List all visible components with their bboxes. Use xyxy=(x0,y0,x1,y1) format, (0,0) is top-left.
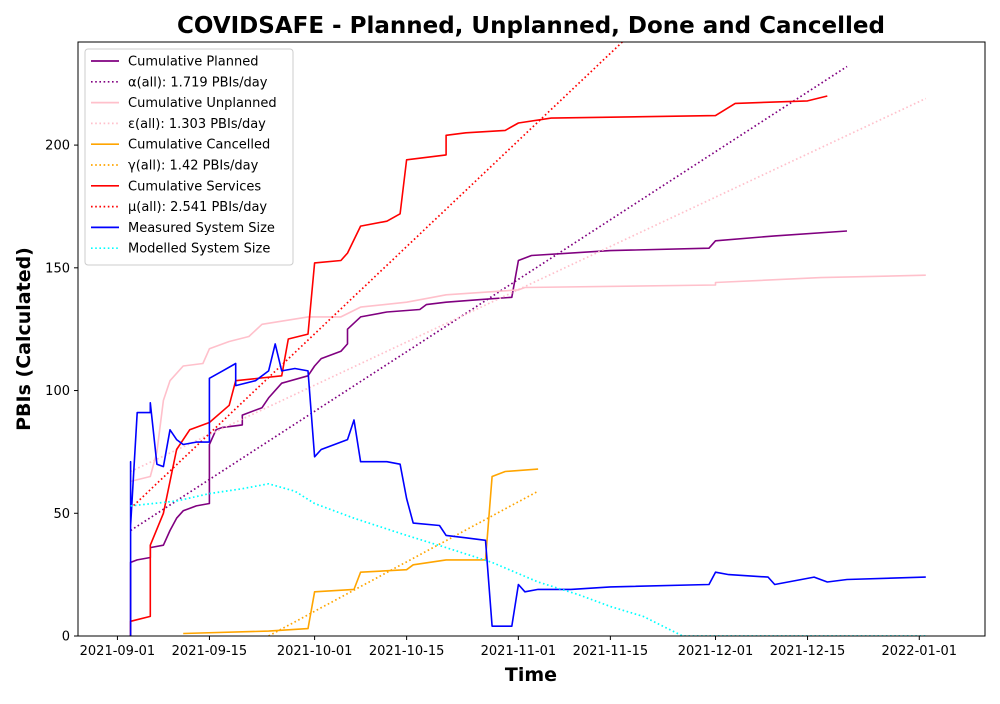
x-axis-label: Time xyxy=(505,664,557,686)
legend-box xyxy=(84,48,294,266)
y-tick-label: 150 xyxy=(45,261,70,276)
x-tick-label: 2021-12-15 xyxy=(770,644,846,659)
y-tick-label: 100 xyxy=(45,384,70,399)
x-tick-label: 2021-09-15 xyxy=(172,644,248,659)
legend-label: γ(all): 1.42 PBIs/day xyxy=(128,159,259,174)
series-line-1 xyxy=(130,65,848,532)
y-axis-label: PBIs (Calculated) xyxy=(13,247,35,431)
x-tick-label: 2022-01-01 xyxy=(881,644,957,659)
series-line-3 xyxy=(130,97,927,473)
legend-label: ε(all): 1.303 PBIs/day xyxy=(128,117,266,132)
series-line-6 xyxy=(129,95,828,636)
series-line-9 xyxy=(130,482,926,636)
legend-label: Cumulative Unplanned xyxy=(128,96,277,111)
chart-title: COVIDSAFE - Planned, Unplanned, Done and… xyxy=(177,13,885,39)
legend-label: μ(all): 2.541 PBIs/day xyxy=(128,200,267,215)
legend: Cumulative Planned α(all): 1.719 PBIs/day… xyxy=(84,48,294,266)
plot-frame xyxy=(77,41,986,637)
legend-label: Cumulative Cancelled xyxy=(128,138,270,153)
x-tick-label: 2021-10-01 xyxy=(277,644,353,659)
series-line-0 xyxy=(129,230,848,636)
legend-label: α(all): 1.719 PBIs/day xyxy=(128,75,268,90)
x-tick-label: 2021-09-01 xyxy=(80,644,156,659)
y-tick-label: 200 xyxy=(45,139,70,154)
series-line-8 xyxy=(129,343,926,636)
legend-label: Cumulative Services xyxy=(128,179,261,194)
y-tick-label: 0 xyxy=(62,630,70,645)
legend-label: Measured System Size xyxy=(128,221,275,236)
series-layer xyxy=(129,42,927,636)
x-tick-label: 2021-12-01 xyxy=(678,644,754,659)
x-tick-label: 2021-11-01 xyxy=(481,644,557,659)
series-line-5 xyxy=(268,490,539,636)
series-line-4 xyxy=(183,468,539,635)
x-tick-label: 2021-10-15 xyxy=(369,644,445,659)
series-line-2 xyxy=(130,274,926,483)
series-line-7 xyxy=(130,42,624,510)
legend-label: Cumulative Planned xyxy=(128,55,258,70)
axes-layer: 2021-09-01 2021-09-15 2021-10-01 2021-10-15… xyxy=(45,41,986,659)
legend-label: Modelled System Size xyxy=(128,242,270,257)
x-tick-label: 2021-11-15 xyxy=(573,644,649,659)
y-tick-label: 50 xyxy=(53,507,70,522)
